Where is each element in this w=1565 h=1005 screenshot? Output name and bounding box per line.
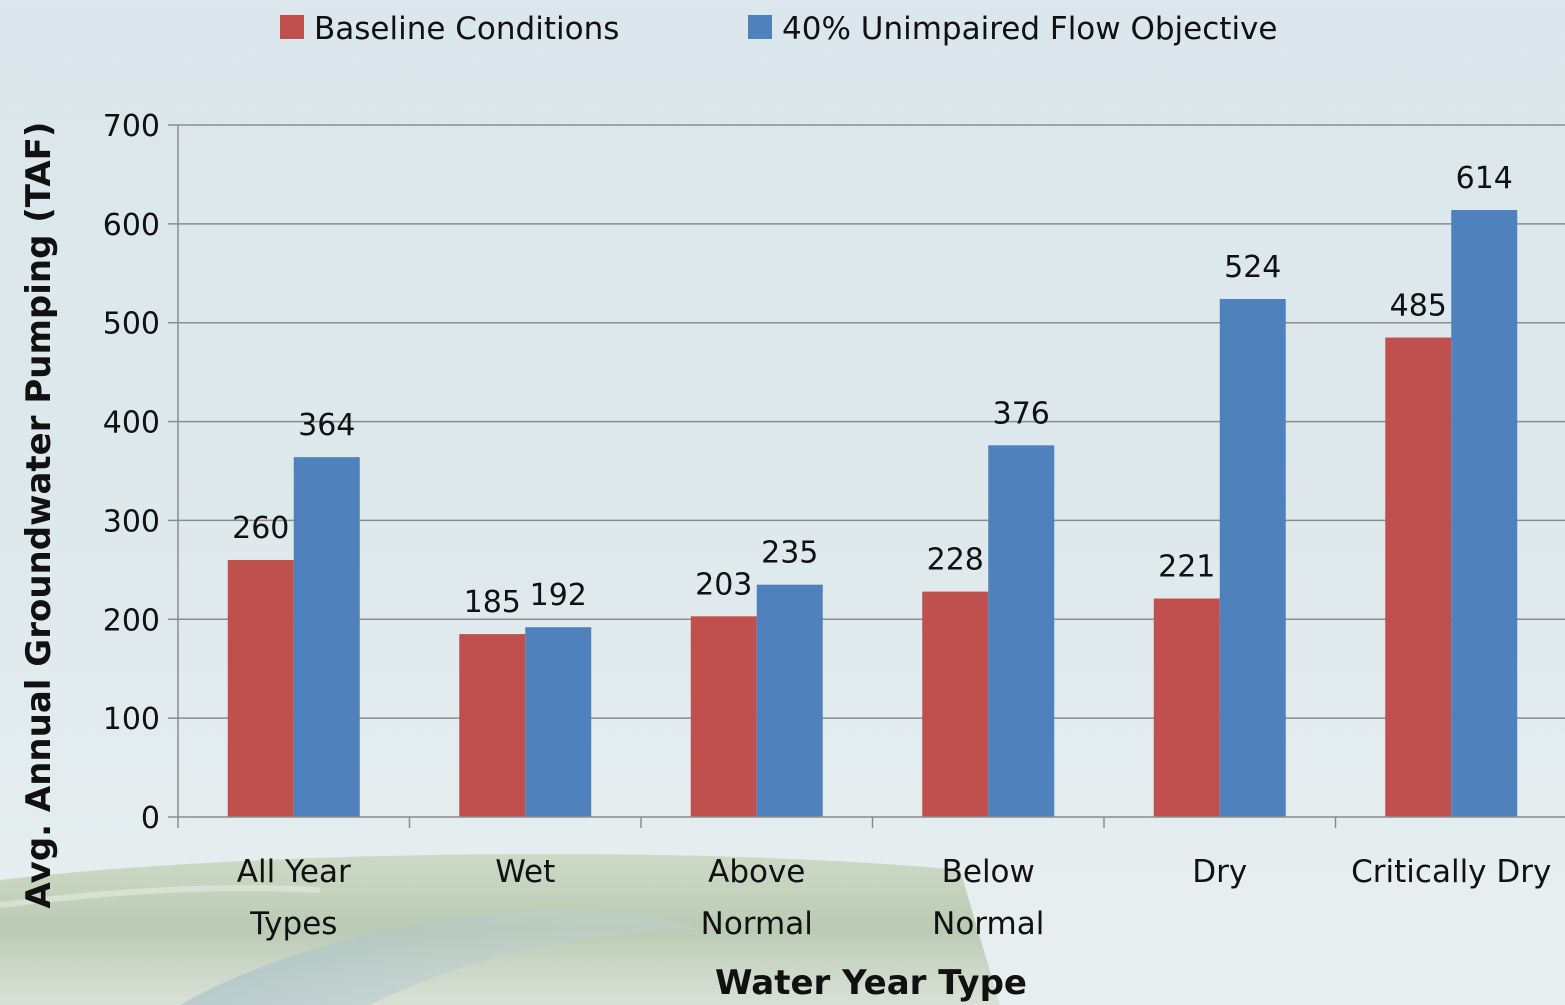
x-tick-label: Above Normal [701,854,813,942]
bar-baseline [1385,337,1452,817]
legend-swatch [280,15,304,39]
data-label: 485 [1390,289,1447,324]
data-label: 192 [530,578,587,613]
bar-objective [525,627,592,817]
bar-baseline [922,591,989,817]
bar-objective [1219,298,1286,817]
legend-label: 40% Unimpaired Flow Objective [782,11,1277,47]
bar-baseline [1153,598,1220,817]
x-tick-label: Below Normal [932,854,1044,942]
bar-baseline [690,616,757,817]
y-tick-label: 600 [103,208,160,243]
y-tick-label: 700 [103,109,160,144]
y-tick-label: 300 [103,504,160,539]
y-axis: 0 100 200 300 400 500 600 700 [103,109,179,836]
legend-swatch [748,15,772,39]
x-axis: All Year Types Wet Above Normal Below Normal Dr… [177,816,1565,942]
x-tick-label: Critically Dry [1351,854,1551,890]
y-tick-label: 100 [103,702,160,737]
background-landscape [0,853,1000,1005]
y-tick-label: 0 [141,801,160,836]
data-label: 260 [232,511,289,546]
bar-objective [756,584,823,817]
bar-baseline [459,634,526,817]
legend: Baseline Conditions 40% Unimpaired Flow O… [280,11,1277,47]
x-tick-label: All Year Types [237,854,351,942]
x-tick-label: Wet [495,854,555,890]
data-label: 614 [1456,161,1513,196]
bar-objective [988,445,1055,817]
data-label: 376 [993,396,1050,431]
gridlines [178,124,1565,719]
y-tick-label: 500 [103,307,160,342]
x-axis-title: Water Year Type [715,963,1027,1003]
data-label: 221 [1158,550,1215,585]
bar-objective [1451,210,1518,817]
y-tick-label: 200 [103,603,160,638]
bar-objective [293,457,360,817]
data-labels: 260 364 185 192 203 235 228 376 221 524 485 614 [232,161,1513,620]
axis-titles: Water Year Type Avg. Annual Groundwater P… [19,122,1027,1003]
data-label: 185 [464,585,521,620]
y-axis-title: Avg. Annual Groundwater Pumping (TAF) [19,122,59,909]
data-label: 364 [298,408,355,443]
bar-baseline [227,559,294,817]
data-label: 203 [695,567,752,602]
bars [227,210,1518,817]
data-label: 235 [761,536,818,571]
y-tick-label: 400 [103,406,160,441]
legend-label: Baseline Conditions [314,11,619,47]
x-tick-label: Dry [1192,854,1247,890]
data-label: 228 [927,543,984,578]
data-label: 524 [1224,250,1281,285]
